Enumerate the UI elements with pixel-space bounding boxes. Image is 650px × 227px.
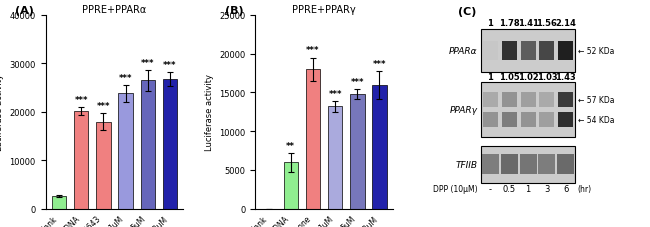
- Text: 0.5: 0.5: [502, 184, 515, 193]
- Text: 1.41: 1.41: [517, 20, 538, 28]
- Text: 1: 1: [488, 20, 493, 28]
- Text: (A): (A): [15, 6, 34, 16]
- Text: ***: ***: [350, 77, 364, 86]
- Text: 1.03: 1.03: [537, 73, 557, 82]
- Y-axis label: Luciferase activity: Luciferase activity: [205, 74, 214, 151]
- Text: (hr): (hr): [578, 184, 592, 193]
- Title: PPRE+PPARγ: PPRE+PPARγ: [292, 5, 356, 15]
- Text: (C): (C): [458, 7, 476, 17]
- Bar: [350, 95, 365, 209]
- Title: PPRE+PPARα: PPRE+PPARα: [83, 5, 146, 15]
- Bar: [96, 122, 110, 209]
- Text: 1.78: 1.78: [499, 20, 519, 28]
- Y-axis label: Luciferase activity: Luciferase activity: [0, 74, 4, 151]
- Text: ***: ***: [97, 101, 110, 110]
- Text: ***: ***: [372, 59, 386, 68]
- Text: ***: ***: [141, 59, 155, 67]
- Bar: [328, 107, 343, 209]
- Text: 2.14: 2.14: [555, 20, 577, 28]
- Bar: [306, 70, 320, 209]
- Text: ***: ***: [306, 46, 320, 55]
- Text: 1: 1: [488, 73, 493, 82]
- Text: 3: 3: [544, 184, 550, 193]
- Text: ***: ***: [328, 89, 342, 99]
- Text: ← 57 KDa: ← 57 KDa: [578, 96, 614, 105]
- Text: PPARγ: PPARγ: [450, 106, 478, 115]
- Text: ← 52 KDa: ← 52 KDa: [578, 47, 614, 56]
- Text: TFIIB: TFIIB: [456, 160, 478, 169]
- Text: PPARα: PPARα: [449, 47, 478, 56]
- Text: 1: 1: [525, 184, 530, 193]
- Text: 1.05: 1.05: [499, 73, 519, 82]
- Text: 1.02: 1.02: [517, 73, 538, 82]
- Text: ***: ***: [163, 60, 177, 69]
- Bar: [74, 111, 88, 209]
- Text: (B): (B): [225, 6, 243, 16]
- Text: ***: ***: [74, 95, 88, 104]
- Text: ← 54 KDa: ← 54 KDa: [578, 115, 614, 124]
- Text: ***: ***: [119, 74, 133, 82]
- Text: 6: 6: [563, 184, 569, 193]
- Bar: [283, 163, 298, 209]
- Bar: [52, 196, 66, 209]
- Text: 1.43: 1.43: [556, 73, 576, 82]
- Bar: [140, 81, 155, 209]
- Bar: [162, 79, 177, 209]
- Text: -: -: [489, 184, 492, 193]
- Text: DPP (10μM): DPP (10μM): [433, 184, 478, 193]
- Text: 1.56: 1.56: [536, 20, 558, 28]
- Bar: [372, 85, 387, 209]
- Text: **: **: [286, 141, 295, 150]
- Bar: [118, 94, 133, 209]
